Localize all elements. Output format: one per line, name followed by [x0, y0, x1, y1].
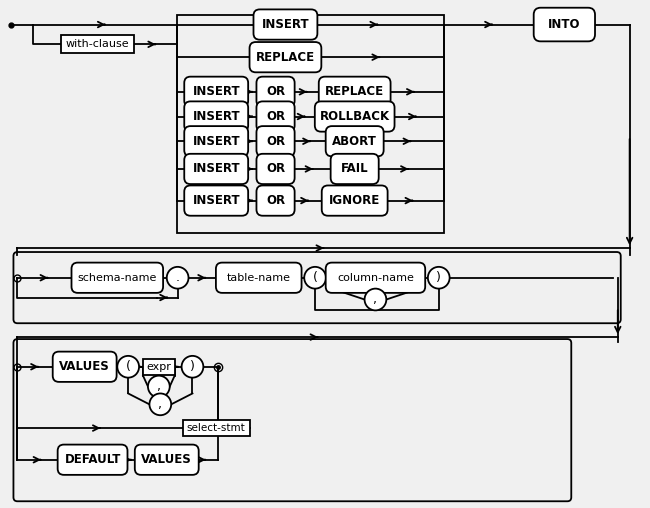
FancyBboxPatch shape [254, 10, 317, 40]
Text: expr: expr [146, 362, 171, 372]
Text: INSERT: INSERT [261, 18, 309, 31]
Bar [143, 359, 175, 375]
FancyBboxPatch shape [315, 102, 395, 132]
Text: select-stmt: select-stmt [187, 423, 246, 433]
Ellipse shape [150, 394, 171, 415]
Text: OR: OR [266, 163, 285, 175]
FancyBboxPatch shape [135, 444, 199, 475]
Ellipse shape [365, 289, 386, 310]
Text: OR: OR [266, 194, 285, 207]
Text: ABORT: ABORT [332, 135, 377, 148]
FancyBboxPatch shape [257, 185, 294, 216]
Bar [177, 15, 444, 233]
Text: INTO: INTO [548, 18, 580, 31]
FancyBboxPatch shape [184, 77, 248, 107]
Text: .: . [176, 271, 179, 284]
Text: (: ( [125, 360, 131, 373]
Text: with-clause: with-clause [66, 39, 129, 49]
Text: FAIL: FAIL [341, 163, 369, 175]
Text: INSERT: INSERT [192, 135, 240, 148]
FancyBboxPatch shape [534, 8, 595, 41]
Text: DEFAULT: DEFAULT [64, 453, 121, 466]
Text: ,: , [159, 398, 162, 411]
Ellipse shape [428, 267, 450, 289]
Text: OR: OR [266, 135, 285, 148]
Text: ,: , [374, 293, 378, 306]
Text: INSERT: INSERT [192, 110, 240, 123]
FancyBboxPatch shape [184, 185, 248, 216]
Text: column-name: column-name [337, 273, 414, 283]
FancyBboxPatch shape [257, 77, 294, 107]
Ellipse shape [181, 356, 203, 377]
Text: IGNORE: IGNORE [329, 194, 380, 207]
FancyBboxPatch shape [257, 102, 294, 132]
FancyBboxPatch shape [216, 263, 302, 293]
Bar [183, 420, 250, 436]
Text: ): ) [436, 271, 441, 284]
FancyBboxPatch shape [326, 263, 425, 293]
FancyBboxPatch shape [53, 352, 116, 382]
FancyBboxPatch shape [184, 154, 248, 184]
FancyBboxPatch shape [257, 154, 294, 184]
Text: OR: OR [266, 110, 285, 123]
Text: INSERT: INSERT [192, 163, 240, 175]
Ellipse shape [148, 375, 170, 397]
FancyBboxPatch shape [58, 444, 127, 475]
Text: REPLACE: REPLACE [256, 51, 315, 64]
Text: VALUES: VALUES [59, 360, 110, 373]
Text: ,: , [157, 380, 161, 393]
FancyBboxPatch shape [331, 154, 379, 184]
FancyBboxPatch shape [184, 102, 248, 132]
FancyBboxPatch shape [72, 263, 163, 293]
Text: INSERT: INSERT [192, 85, 240, 98]
Text: VALUES: VALUES [141, 453, 192, 466]
FancyBboxPatch shape [184, 126, 248, 156]
Ellipse shape [167, 267, 188, 289]
FancyBboxPatch shape [257, 126, 294, 156]
FancyBboxPatch shape [318, 77, 391, 107]
FancyBboxPatch shape [326, 126, 383, 156]
Text: schema-name: schema-name [77, 273, 157, 283]
Text: table-name: table-name [227, 273, 291, 283]
FancyBboxPatch shape [322, 185, 387, 216]
Text: OR: OR [266, 85, 285, 98]
Text: (: ( [313, 271, 318, 284]
Ellipse shape [304, 267, 326, 289]
Text: ROLLBACK: ROLLBACK [320, 110, 390, 123]
FancyBboxPatch shape [250, 42, 321, 72]
Bar [61, 36, 134, 53]
Text: INSERT: INSERT [192, 194, 240, 207]
Text: ): ) [190, 360, 195, 373]
Ellipse shape [117, 356, 139, 377]
Text: REPLACE: REPLACE [325, 85, 384, 98]
